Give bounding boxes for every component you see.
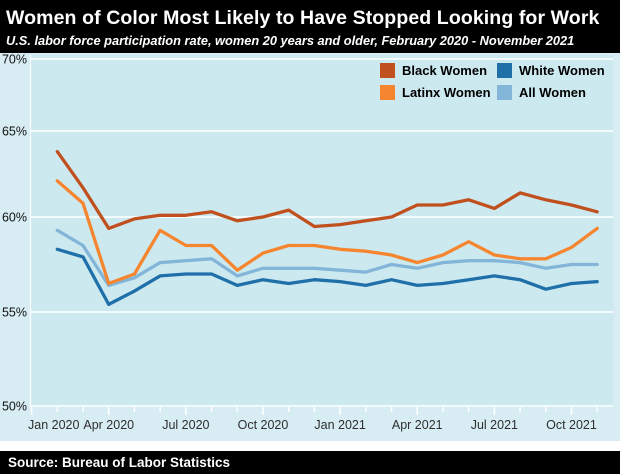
series-line-white-women [55, 247, 599, 307]
x-tick-label-oct-2021: Oct 2021 [546, 418, 597, 432]
series-line-all-women [55, 228, 599, 288]
legend-swatch-all-women [497, 85, 512, 100]
line-chart-canvas: 70% 65% 60% 55% 50%Jan 2020 Apr 2020 Jul 2020 O… [2, 53, 613, 432]
legend-label: White Women [519, 63, 605, 78]
chart-legend: Black Women White Women Latinx Women All… [380, 63, 605, 100]
legend-label: All Women [519, 85, 586, 100]
legend-swatch-latinx-women [380, 85, 395, 100]
x-tick-label-jul-2020: Jul 2020 [162, 418, 209, 432]
legend-label: Black Women [402, 63, 488, 78]
legend-item-white-women: White Women [497, 63, 605, 78]
x-tick-label-apr-2020: Apr 2020 [83, 418, 134, 432]
y-tick-label-50: 50% [2, 400, 27, 414]
x-tick-label-jan-2021: Jan 2021 [314, 418, 365, 432]
x-tick-label-jan-2020: Jan 2020 [28, 418, 79, 432]
y-tick-label-70: 70% [2, 53, 27, 67]
legend-item-all-women: All Women [497, 85, 605, 100]
divider [0, 441, 620, 451]
series-line-latinx-women [55, 179, 599, 286]
source-bar: Source: Bureau of Labor Statistics [0, 451, 620, 474]
y-tick-label-55: 55% [2, 306, 27, 320]
series-line-black-women [55, 149, 599, 231]
y-tick-label-65: 65% [2, 125, 27, 139]
x-tick-label-apr-2021: Apr 2021 [392, 418, 443, 432]
x-tick-label-jul-2021: Jul 2021 [471, 418, 518, 432]
legend-swatch-black-women [380, 63, 395, 78]
chart-area: 70% 65% 60% 55% 50% Jan 2020 Apr 2020 Jul 2020 O… [0, 53, 620, 441]
legend-item-latinx-women: Latinx Women [380, 85, 497, 100]
x-tick-label-oct-2020: Oct 2020 [238, 418, 289, 432]
chart-header: Women of Color Most Likely to Have Stopp… [0, 0, 620, 53]
legend-item-black-women: Black Women [380, 63, 497, 78]
legend-swatch-white-women [497, 63, 512, 78]
source-text: Source: Bureau of Labor Statistics [8, 455, 231, 470]
page-title: Women of Color Most Likely to Have Stopp… [6, 7, 600, 29]
y-tick-label-60: 60% [2, 211, 27, 225]
plot-background [30, 55, 613, 407]
legend-label: Latinx Women [402, 85, 491, 100]
chart-subtitle: U.S. labor force participation rate, wom… [6, 33, 575, 48]
